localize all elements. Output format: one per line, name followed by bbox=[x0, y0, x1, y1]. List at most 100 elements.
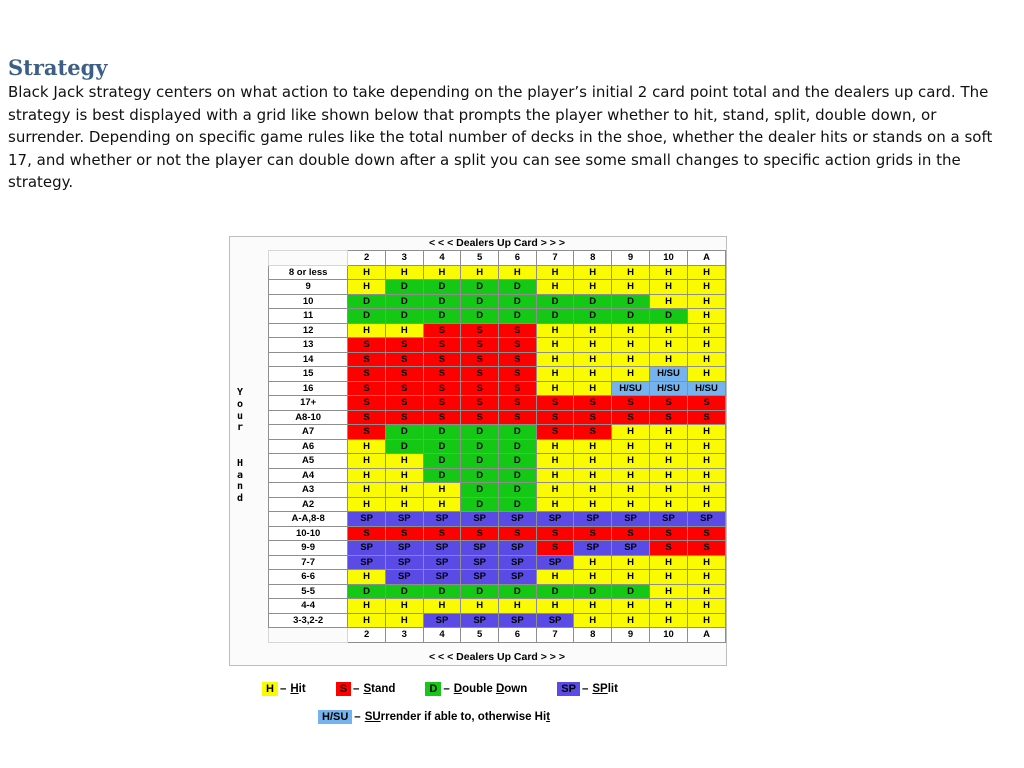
action-cell: D bbox=[535, 583, 575, 599]
action-cell: S bbox=[347, 351, 386, 367]
action-cell: H/SU bbox=[687, 380, 726, 396]
table-row: 16 S S S S S H H H/SU H/SU H/SU bbox=[267, 380, 726, 396]
action-cell: SP bbox=[649, 511, 688, 527]
action-cell: H bbox=[422, 496, 462, 512]
legend-item-split: SP – SPlit bbox=[557, 682, 618, 696]
action-cell: D bbox=[460, 453, 499, 469]
dealer-card-header-row-top: 2 3 4 5 6 7 8 9 10 A bbox=[267, 250, 726, 266]
action-cell: H bbox=[649, 482, 688, 498]
action-cell: S bbox=[460, 409, 499, 425]
action-cell: D bbox=[611, 583, 651, 599]
player-hand-label: 15 bbox=[267, 366, 349, 382]
action-cell: H bbox=[535, 351, 575, 367]
legend-item-double-down: D – Double Down bbox=[425, 682, 527, 696]
action-cell: S bbox=[573, 525, 613, 541]
table-row: 8 or less H H H H H H H H H H bbox=[267, 264, 726, 280]
action-cell: H bbox=[649, 337, 688, 353]
action-cell: H bbox=[460, 598, 499, 614]
dealer-card-header: 9 bbox=[611, 627, 651, 643]
action-cell: SP bbox=[611, 540, 651, 556]
action-cell: H bbox=[573, 322, 613, 338]
player-hand-label: 8 or less bbox=[267, 264, 349, 280]
action-cell: H bbox=[649, 351, 688, 367]
action-cell: S bbox=[460, 337, 499, 353]
dealer-card-header: 7 bbox=[535, 627, 575, 643]
table-row: A4 H H D D D H H H H H bbox=[267, 467, 726, 483]
table-row: A8-10 S S S S S S S S S S bbox=[267, 409, 726, 425]
action-cell: S bbox=[535, 409, 575, 425]
action-cell: H bbox=[611, 612, 651, 628]
player-hand-label: 14 bbox=[267, 351, 349, 367]
strategy-chart: < < < Dealers Up Card > > > Y o u r H a … bbox=[229, 236, 727, 666]
your-hand-axis-label: Y o u r H a n d bbox=[236, 387, 244, 505]
action-cell: S bbox=[460, 322, 499, 338]
action-cell: D bbox=[460, 482, 499, 498]
action-cell: H bbox=[573, 453, 613, 469]
legend-label-surrender: SUrrender if able to, otherwise Hit bbox=[364, 711, 551, 723]
action-cell: H bbox=[460, 264, 499, 280]
action-cell: SP bbox=[460, 569, 499, 585]
action-cell: S bbox=[384, 366, 424, 382]
action-cell: SP bbox=[384, 569, 424, 585]
action-cell: H bbox=[687, 453, 726, 469]
action-cell: SP bbox=[498, 569, 537, 585]
action-cell: H bbox=[687, 467, 726, 483]
action-cell: H bbox=[384, 496, 424, 512]
action-cell: D bbox=[498, 293, 537, 309]
action-cell: SP bbox=[422, 554, 462, 570]
action-cell: S bbox=[573, 395, 613, 411]
action-cell: H bbox=[573, 337, 613, 353]
legend-item-surrender: H/SU – SUrrender if able to, otherwise Hit bbox=[318, 710, 550, 724]
action-cell: D bbox=[498, 308, 537, 324]
action-cell: S bbox=[687, 409, 726, 425]
action-cell: H bbox=[687, 366, 726, 382]
legend-dash: – bbox=[354, 711, 361, 723]
action-cell: SP bbox=[687, 511, 726, 527]
action-cell: SP bbox=[498, 554, 537, 570]
action-cell: D bbox=[422, 293, 462, 309]
action-cell: H bbox=[649, 264, 688, 280]
action-cell: D bbox=[460, 279, 499, 295]
legend-dash: – bbox=[353, 683, 360, 695]
action-cell: S bbox=[611, 525, 651, 541]
legend-swatch-hit: H bbox=[262, 682, 278, 696]
action-cell: H bbox=[422, 598, 462, 614]
action-cell: H bbox=[687, 554, 726, 570]
action-cell: S bbox=[460, 351, 499, 367]
action-cell: D bbox=[384, 424, 424, 440]
action-cell: H bbox=[687, 337, 726, 353]
legend-label-stand: Stand bbox=[363, 683, 396, 695]
action-cell: H bbox=[573, 438, 613, 454]
action-cell: H bbox=[573, 496, 613, 512]
action-cell: S bbox=[611, 409, 651, 425]
action-cell: S bbox=[687, 540, 726, 556]
action-cell: S bbox=[384, 409, 424, 425]
action-cell: H bbox=[649, 453, 688, 469]
action-cell: H bbox=[384, 612, 424, 628]
action-cell: H bbox=[347, 598, 386, 614]
action-cell: D bbox=[384, 279, 424, 295]
player-hand-label: 13 bbox=[267, 337, 349, 353]
legend-swatch-surrender: H/SU bbox=[318, 710, 353, 724]
table-row: 10-10 S S S S S S S S S S bbox=[267, 525, 726, 541]
dealer-card-header: 3 bbox=[384, 627, 424, 643]
action-cell: SP bbox=[422, 612, 462, 628]
legend-dash: – bbox=[581, 683, 589, 695]
dealer-up-card-caption-bottom: < < < Dealers Up Card > > > bbox=[429, 651, 565, 663]
action-cell: H bbox=[687, 264, 726, 280]
action-cell: H bbox=[347, 279, 386, 295]
player-hand-label: 10-10 bbox=[267, 525, 349, 541]
action-cell: S bbox=[649, 409, 688, 425]
action-cell: S bbox=[422, 525, 462, 541]
action-cell: S bbox=[498, 380, 537, 396]
action-cell: H bbox=[347, 453, 386, 469]
action-cell: H bbox=[649, 554, 688, 570]
action-cell: S bbox=[460, 380, 499, 396]
action-cell: S bbox=[535, 525, 575, 541]
action-cell: SP bbox=[573, 540, 613, 556]
action-cell: H bbox=[687, 293, 726, 309]
action-cell: D bbox=[573, 308, 613, 324]
action-cell: H bbox=[535, 438, 575, 454]
action-cell: H bbox=[535, 279, 575, 295]
action-cell: H bbox=[573, 598, 613, 614]
